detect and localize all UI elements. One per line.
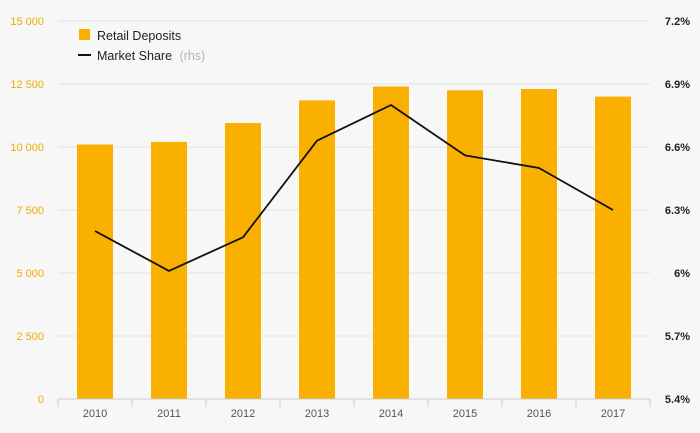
legend-rhs-note: (rhs) xyxy=(180,49,206,63)
gridlines xyxy=(58,20,650,337)
x-tick-label: 2012 xyxy=(231,408,255,420)
left-tick-label: 5 000 xyxy=(16,268,44,280)
right-tick-label: 6.9% xyxy=(665,79,690,91)
bar-retail-deposits xyxy=(521,89,557,399)
bar-retail-deposits xyxy=(595,96,631,399)
left-tick-label: 2 500 xyxy=(16,331,44,343)
bar-retail-deposits xyxy=(373,86,409,400)
x-axis: 2010 2011 2012 2013 2014 2015 2016 2017 xyxy=(57,398,651,420)
bar-retail-deposits xyxy=(77,144,113,399)
left-tick-label: 10 000 xyxy=(10,142,44,154)
right-tick-label: 6% xyxy=(674,268,690,280)
legend-label-market-share: Market Share (rhs) xyxy=(97,49,205,63)
left-tick-label: 12 500 xyxy=(10,79,44,91)
x-tick-label: 2017 xyxy=(601,408,625,420)
legend-swatch-retail-deposits xyxy=(79,29,90,40)
line-series xyxy=(94,104,614,272)
right-tick-label: 6.3% xyxy=(665,205,690,217)
legend: Retail Deposits Market Share (rhs) xyxy=(78,29,205,63)
bar-retail-deposits xyxy=(299,100,335,399)
left-axis: 0 2 500 5 000 7 500 10 000 12 500 15 000 xyxy=(10,16,44,406)
x-tick-label: 2013 xyxy=(305,408,329,420)
left-tick-label: 7 500 xyxy=(16,205,44,217)
left-tick-label: 0 xyxy=(38,394,44,406)
line-market-share xyxy=(94,104,614,272)
x-tick-label: 2016 xyxy=(527,408,551,420)
x-tick-label: 2015 xyxy=(453,408,477,420)
x-tick-label: 2010 xyxy=(83,408,107,420)
bar-series xyxy=(77,86,631,400)
bar-retail-deposits xyxy=(447,90,483,400)
right-tick-label: 6.6% xyxy=(665,142,690,154)
left-tick-label: 15 000 xyxy=(10,16,44,28)
x-tick-label: 2011 xyxy=(157,408,181,420)
right-tick-label: 5.4% xyxy=(665,394,690,406)
right-tick-label: 5.7% xyxy=(665,331,690,343)
right-axis: 5.4% 5.7% 6% 6.3% 6.6% 6.9% 7.2% xyxy=(665,16,690,406)
x-tick-label: 2014 xyxy=(379,408,403,420)
right-tick-label: 7.2% xyxy=(665,16,690,28)
bar-retail-deposits xyxy=(225,123,261,399)
legend-label-retail-deposits: Retail Deposits xyxy=(97,29,181,43)
